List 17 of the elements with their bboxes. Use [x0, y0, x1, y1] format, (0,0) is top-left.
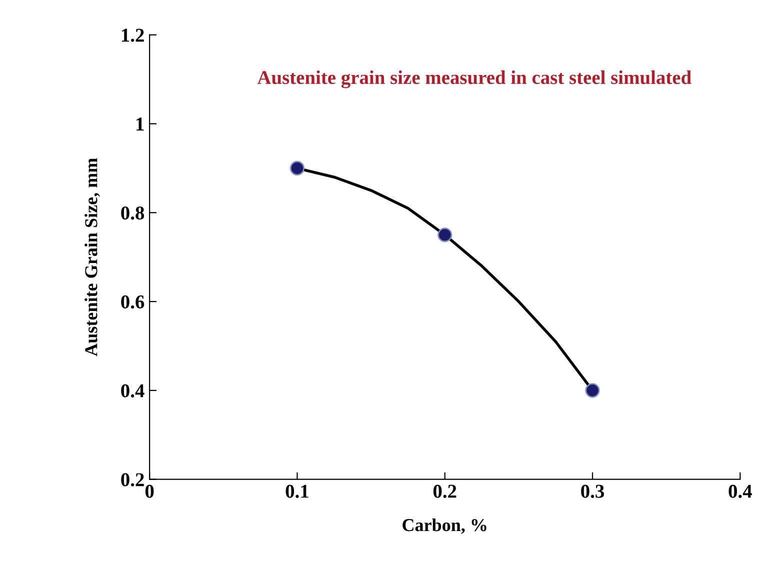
y-tick-label: 0.4: [121, 384, 144, 398]
point: [290, 160, 304, 176]
y-tick-label: 0.6: [121, 295, 144, 309]
point: [585, 383, 600, 398]
x-tick-label: 0.2: [433, 484, 456, 498]
y-tick-label: 0.2: [121, 473, 144, 486]
x-axis-title: Carbon, %: [402, 518, 486, 534]
y-tick-label: 1.2: [122, 28, 144, 42]
y-axis-title: Austenite Grain Size, mm: [84, 158, 100, 356]
x-tick-label: 0.3: [581, 484, 604, 498]
x-tick-label: 0.4: [728, 484, 752, 498]
x-tick-label: 0: [145, 484, 154, 498]
y-tick-label: 0.8: [121, 206, 144, 220]
point: [438, 228, 452, 242]
y-tick-label: 1: [136, 118, 144, 130]
annotation: Austenite grain size measured in cast steel simulated: [257, 70, 692, 88]
x-tick-label: 0.1: [286, 484, 308, 498]
